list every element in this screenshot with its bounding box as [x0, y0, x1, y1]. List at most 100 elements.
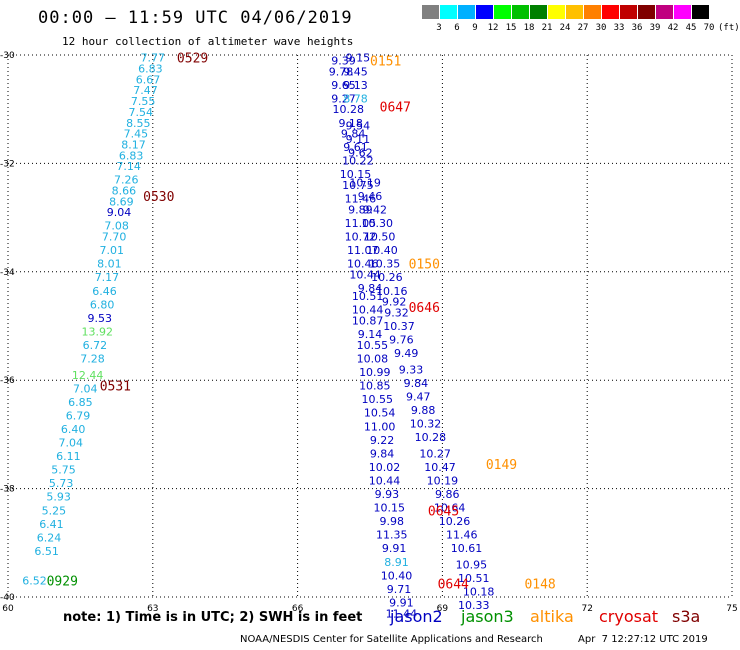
legend-label: 15	[505, 23, 517, 33]
swh-value-label: 10.15	[374, 502, 406, 515]
swh-value-label: 9.98	[379, 515, 404, 528]
swh-value-label: 9.78	[329, 65, 354, 78]
time-label: 0529	[177, 52, 208, 67]
swh-value-label: 7.08	[104, 220, 129, 233]
swh-value-label: 10.55	[357, 339, 389, 352]
swh-value-label: 6.51	[34, 545, 59, 558]
swh-value-label: 7.47	[133, 84, 158, 97]
legend-swatch	[530, 5, 547, 19]
swh-value-label: 10.87	[352, 315, 384, 328]
swh-value-label: 10.32	[410, 418, 442, 431]
swh-value-label: 9.22	[370, 434, 395, 447]
legend-swatch	[674, 5, 691, 19]
swh-value-label: 6.24	[37, 531, 62, 544]
y-tick-label: -32	[0, 159, 15, 169]
legend-s3a: s3a	[672, 607, 701, 626]
legend-swatch	[440, 5, 457, 19]
swh-value-label: 9.89	[348, 203, 373, 216]
legend-label: 21	[541, 23, 553, 33]
swh-value-label: 9.93	[375, 488, 400, 501]
legend-swatch	[692, 5, 709, 19]
swh-value-label: 10.30	[361, 217, 393, 230]
y-tick-label: -30	[0, 51, 15, 61]
swh-value-label: 10.26	[439, 515, 471, 528]
swh-value-label: 8.78	[343, 92, 368, 105]
legend-swatch	[422, 5, 439, 19]
swh-value-label: 13.92	[82, 325, 114, 338]
swh-value-label: 9.39	[331, 54, 356, 67]
swh-value-label: 10.15	[340, 168, 372, 181]
swh-value-label: 9.18	[338, 117, 363, 130]
swh-value-label: 5.93	[46, 491, 71, 504]
x-tick-label: 63	[147, 604, 158, 614]
chart-subtitle: 12 hour collection of altimeter wave hei…	[62, 35, 354, 48]
swh-value-label: 9.76	[389, 334, 414, 347]
swh-value-label: 9.13	[343, 79, 368, 92]
y-tick-label: -38	[0, 485, 15, 495]
swh-value-label: 9.49	[394, 347, 419, 360]
legend-altika: altika	[530, 607, 574, 626]
swh-value-label: 10.44	[349, 269, 381, 282]
swh-value-label: 10.54	[364, 407, 396, 420]
legend-swatch	[656, 5, 673, 19]
swh-value-label: 10.85	[359, 380, 391, 393]
swh-value-label: 7.70	[102, 231, 127, 244]
legend-label: 27	[577, 23, 589, 33]
swh-value-label: 9.33	[399, 363, 424, 376]
legend-cryosat: cryosat	[599, 607, 659, 626]
swh-value-label: 10.40	[366, 244, 398, 257]
swh-value-label: 6.52	[22, 575, 47, 588]
legend-swatch	[548, 5, 565, 19]
time-label: 0647	[380, 100, 411, 115]
x-tick-label: 66	[292, 604, 304, 614]
swh-value-label: 11.00	[364, 420, 396, 433]
swh-value-label: 7.04	[73, 382, 98, 395]
swh-value-label: 10.40	[381, 569, 413, 582]
swh-value-label: 8.17	[121, 138, 146, 151]
swh-value-label: 5.25	[42, 504, 67, 517]
swh-value-label: 10.95	[456, 558, 488, 571]
legend-swatch	[566, 5, 583, 19]
legend-swatch	[512, 5, 529, 19]
time-label: 0150	[409, 258, 440, 273]
legend-jason2: jason2	[390, 607, 443, 626]
swh-value-label: 9.04	[107, 206, 132, 219]
swh-value-label: 9.47	[406, 390, 431, 403]
legend-swatch	[476, 5, 493, 19]
x-tick-label: 69	[437, 604, 449, 614]
swh-value-label: 6.83	[138, 63, 163, 76]
swh-value-label: 9.65	[331, 79, 356, 92]
swh-value-label: 10.99	[359, 366, 391, 379]
swh-value-label: 9.92	[382, 296, 407, 309]
swh-value-label: 6.11	[56, 450, 81, 463]
swh-value-label: 6.80	[90, 298, 115, 311]
swh-value-label: 9.62	[348, 147, 373, 160]
swh-value-label: 10.51	[352, 290, 384, 303]
swh-value-label: 10.33	[458, 599, 490, 612]
swh-value-label: 10.37	[383, 320, 415, 333]
swh-value-label: 9.15	[346, 52, 371, 65]
swh-value-label: 10.72	[345, 231, 377, 244]
swh-value-label: 10.22	[342, 155, 374, 168]
legend-label: 9	[472, 23, 478, 33]
legend-swatch	[620, 5, 637, 19]
time-label: 0645	[428, 504, 459, 519]
swh-value-label: 10.51	[458, 572, 490, 585]
y-tick-label: -36	[0, 376, 15, 386]
swh-value-label: 6.85	[68, 396, 93, 409]
swh-value-label: 10.27	[419, 447, 451, 460]
swh-value-label: 9.14	[358, 328, 383, 341]
legend-label: 3	[436, 23, 442, 33]
swh-value-label: 10.75	[342, 179, 374, 192]
swh-value-label: 10.44	[369, 474, 401, 487]
swh-value-label: 5.73	[49, 477, 74, 490]
swh-value-label: 10.46	[347, 258, 379, 271]
swh-value-label: 7.77	[141, 52, 166, 65]
time-label: 0530	[143, 190, 174, 205]
swh-value-label: 9.84	[404, 377, 429, 390]
swh-value-label: 8.66	[112, 185, 137, 198]
swh-value-label: 8.55	[126, 117, 151, 130]
swh-value-label: 10.19	[349, 176, 381, 189]
x-tick-label: 72	[581, 604, 592, 614]
swh-value-label: 10.55	[361, 393, 393, 406]
